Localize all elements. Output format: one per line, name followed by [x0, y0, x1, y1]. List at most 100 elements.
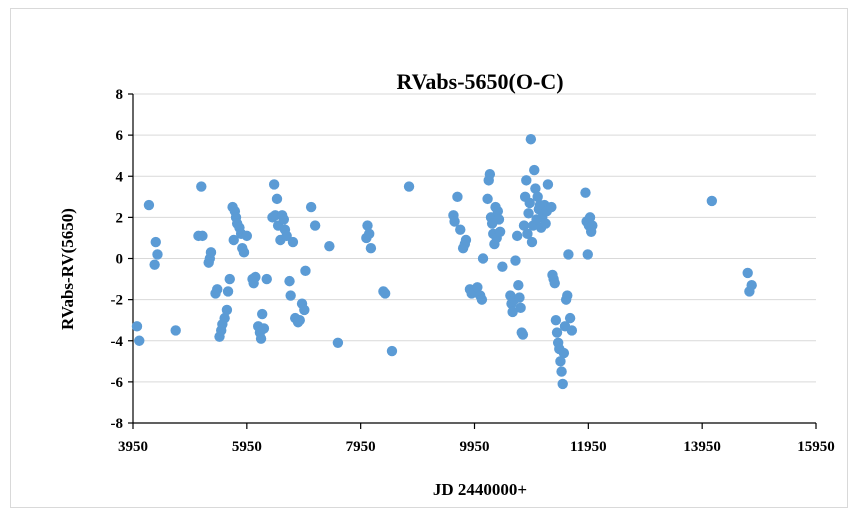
gridlines: [133, 93, 816, 424]
data-point: [540, 218, 551, 229]
data-point: [294, 314, 305, 326]
data-point: [222, 286, 234, 297]
scatter-chart: RVabs-5650(O-C) -8 -6 -4 -2 0 2 4 6 8 3950 5950 795…: [58, 69, 835, 499]
axes: [128, 93, 817, 429]
data-point: [460, 234, 472, 246]
data-point: [238, 247, 250, 258]
data-point: [449, 216, 460, 227]
data-point: [300, 265, 311, 277]
data-point: [584, 212, 596, 223]
data-point: [526, 236, 538, 248]
data-point: [305, 201, 317, 213]
data-point: [523, 208, 534, 219]
data-point: [566, 325, 578, 336]
data-point: [557, 378, 568, 390]
data-point: [149, 259, 160, 270]
data-point: [746, 280, 757, 291]
data-point: [532, 191, 543, 203]
data-point: [529, 164, 540, 176]
data-point: [564, 312, 576, 324]
data-point: [324, 240, 335, 252]
data-point: [517, 329, 529, 340]
y-tick-label: -6: [111, 375, 124, 391]
data-point: [287, 236, 299, 248]
data-point: [257, 308, 268, 320]
data-point: [514, 292, 525, 303]
data-point: [261, 273, 272, 285]
data-point: [563, 249, 574, 260]
data-point: [250, 271, 261, 283]
data-point: [134, 335, 145, 346]
data-point: [241, 230, 253, 242]
data-point: [170, 325, 181, 336]
data-point: [582, 249, 593, 260]
data-point: [507, 306, 518, 318]
data-point: [515, 302, 526, 314]
data-point: [228, 234, 239, 246]
x-tick-label: 7950: [346, 439, 376, 455]
y-tick-label: -4: [111, 334, 124, 350]
data-point: [379, 288, 391, 299]
data-point: [365, 243, 377, 254]
data-point: [550, 314, 562, 326]
data-point: [551, 327, 563, 338]
data-point: [510, 255, 521, 266]
x-tick-label: 3950: [118, 439, 148, 455]
data-point: [205, 247, 217, 258]
data-point: [472, 282, 483, 293]
chart-frame: RVabs-5650(O-C) -8 -6 -4 -2 0 2 4 6 8 3950 5950 795…: [10, 8, 848, 508]
y-tick-label: 8: [116, 87, 124, 103]
data-point: [513, 280, 524, 291]
data-point: [196, 181, 207, 192]
y-axis-label: RVabs-RV(5650): [58, 208, 77, 330]
y-tick-label: -8: [111, 416, 124, 432]
data-point: [278, 214, 290, 225]
data-point: [525, 134, 537, 145]
data-point: [546, 201, 557, 213]
data-point: [477, 253, 489, 264]
data-point: [284, 275, 295, 287]
y-tick-label: 4: [116, 169, 124, 185]
data-point: [476, 294, 488, 305]
data-point: [255, 333, 267, 344]
data-point: [332, 337, 344, 349]
data-point: [493, 214, 505, 225]
data-point: [152, 249, 163, 260]
tick-labels: -8 -6 -4 -2 0 2 4 6 8 3950 5950 7950 9950 11950 13950 1…: [111, 87, 835, 455]
data-point: [497, 261, 508, 272]
data-point: [482, 193, 493, 205]
data-point: [521, 175, 532, 186]
data-point: [143, 199, 155, 211]
data-point: [562, 290, 573, 301]
x-tick-label: 11950: [570, 439, 607, 455]
y-tick-label: 0: [116, 252, 124, 268]
data-point: [309, 220, 321, 231]
x-axis-label: JD 2440000+: [433, 480, 527, 499]
data-point: [455, 224, 466, 235]
data-point: [580, 187, 591, 198]
data-point: [587, 220, 598, 231]
chart-title: RVabs-5650(O-C): [396, 69, 563, 94]
data-point: [364, 228, 375, 240]
data-point: [224, 273, 235, 285]
data-point: [492, 206, 504, 217]
x-tick-label: 15950: [797, 439, 835, 455]
data-point: [403, 181, 415, 192]
x-tick-label: 9950: [460, 439, 490, 455]
data-point: [131, 321, 143, 332]
x-tick-label: 5950: [232, 439, 262, 455]
data-point: [197, 230, 208, 242]
data-point: [258, 323, 270, 334]
y-tick-label: 2: [116, 210, 124, 226]
data-point: [522, 228, 533, 240]
data-point: [212, 284, 223, 295]
data-point: [386, 345, 398, 357]
data-point: [221, 304, 233, 316]
data-point: [511, 230, 523, 242]
data-point: [219, 312, 230, 324]
data-point: [150, 236, 161, 248]
data-point: [742, 267, 753, 279]
data-point: [558, 347, 570, 359]
data-point: [484, 168, 496, 180]
data-point: [285, 290, 296, 301]
